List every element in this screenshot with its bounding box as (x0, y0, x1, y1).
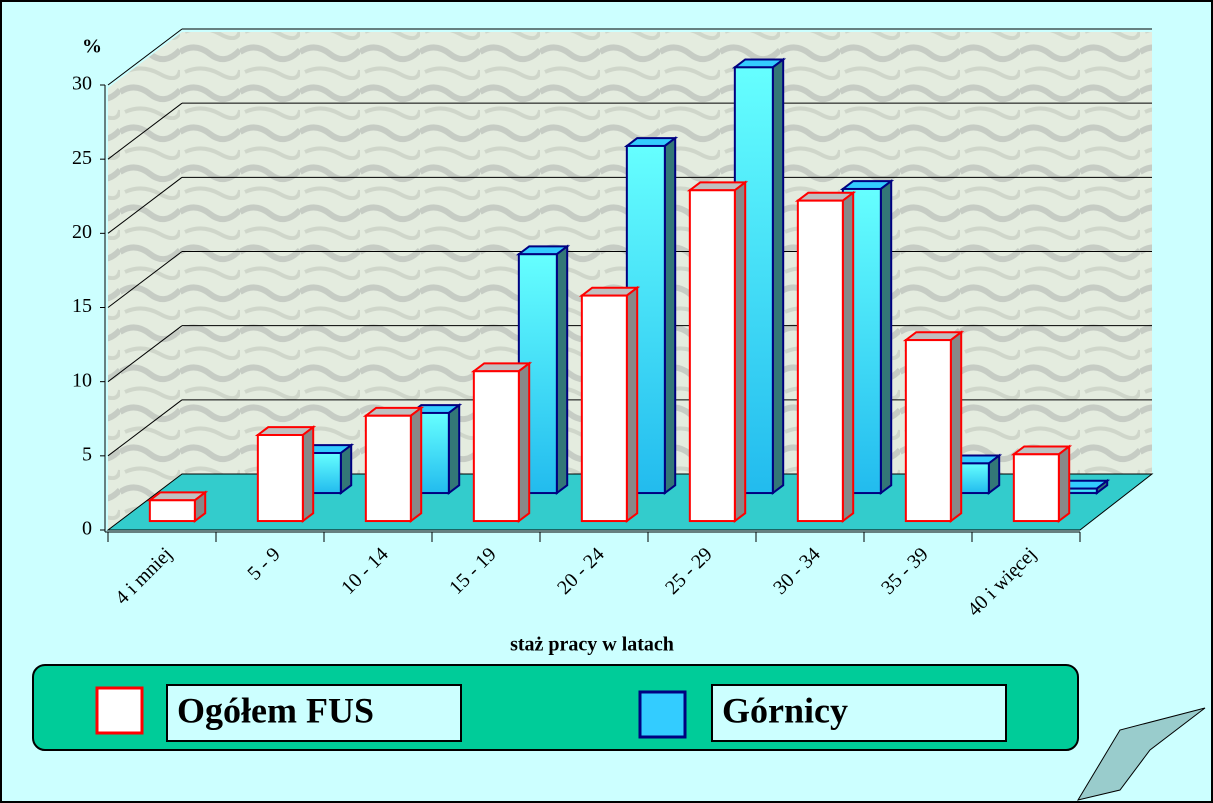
bar-side (447, 403, 461, 496)
bar (146, 490, 209, 524)
bar (578, 285, 641, 524)
bar-side (555, 244, 569, 496)
legend-box (711, 684, 1007, 742)
bar-side (517, 361, 531, 524)
bar-side (949, 330, 963, 524)
page-curl (1076, 707, 1206, 801)
bar-front (796, 199, 844, 523)
bar (1055, 478, 1111, 496)
legend-box (166, 684, 462, 742)
y-tick-label: 25 (72, 147, 92, 169)
bar (686, 180, 749, 524)
bar-front (148, 499, 196, 523)
bar-front (1012, 453, 1060, 523)
bar (794, 190, 857, 524)
bar-side (733, 180, 747, 524)
y-tick-label: 20 (72, 221, 92, 243)
bar-side (771, 57, 785, 496)
bar-side (409, 405, 423, 524)
bar (470, 361, 533, 524)
bar-side (1057, 444, 1071, 524)
legend-label: Ogółem FUS (177, 690, 374, 730)
y-tick-label: 10 (72, 369, 92, 391)
bar-front (904, 339, 952, 523)
bar-side (301, 425, 315, 524)
bar (902, 330, 965, 524)
x-axis-label: staż pracy w latach (510, 634, 674, 656)
bar-side (987, 453, 1001, 496)
legend-swatch (638, 690, 687, 739)
bar-side (625, 285, 639, 524)
bar-front (364, 414, 412, 523)
y-tick-label: 0 (82, 518, 92, 540)
bar-side (663, 136, 677, 496)
bar (254, 425, 317, 524)
grid-line (107, 399, 183, 457)
bar-front (688, 189, 736, 523)
legend-swatch (95, 686, 144, 735)
grid-line (107, 251, 183, 308)
y-tick-label: 15 (72, 295, 92, 317)
y-axis-label: % (82, 36, 102, 58)
bar-front (472, 370, 520, 523)
grid-line (107, 176, 183, 234)
side-wall (108, 32, 182, 530)
bar-side (841, 190, 855, 524)
bar-front (580, 294, 628, 523)
bar (1010, 444, 1073, 524)
grid-line (107, 28, 183, 86)
bar-side (879, 179, 893, 496)
bar (362, 405, 425, 524)
grid-line (107, 325, 183, 383)
y-tick-label: 30 (72, 73, 92, 95)
legend-label: Górnicy (722, 690, 848, 730)
grid-line (107, 102, 183, 160)
bars (146, 57, 1111, 524)
y-tick-label: 5 (82, 443, 92, 465)
bar-front (256, 434, 304, 523)
bar-side (339, 443, 353, 496)
